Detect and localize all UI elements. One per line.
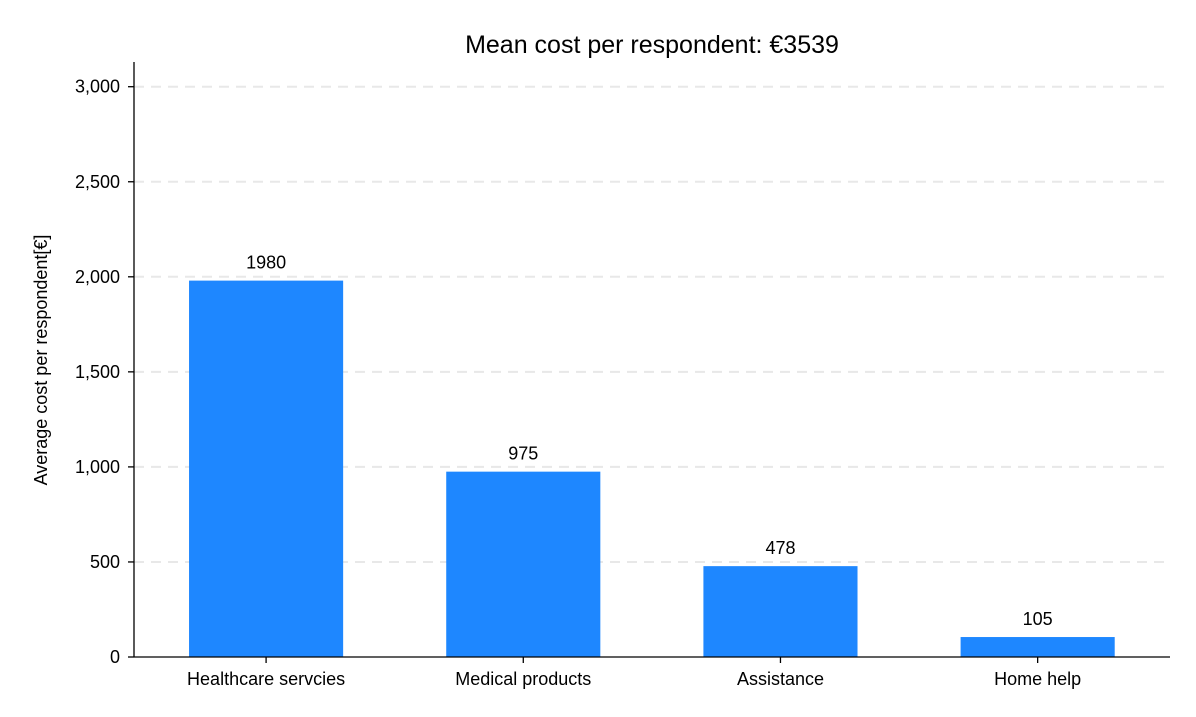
bar-value-labels: 1980 975 478 105 — [246, 253, 1053, 629]
x-category-label: Healthcare servcies — [187, 669, 345, 689]
y-tick-label: 2,000 — [75, 267, 120, 287]
x-axis-category-labels: Healthcare servcies Medical products Assis… — [187, 657, 1081, 689]
chart-title: Mean cost per respondent: €3539 — [465, 31, 839, 59]
y-axis-title: Average cost per respondent[€] — [31, 235, 51, 486]
y-tick-label: 0 — [110, 647, 120, 667]
bars — [189, 280, 1115, 657]
y-tick-label: 2,500 — [75, 172, 120, 192]
bar — [703, 566, 858, 657]
axes — [133, 62, 1170, 658]
bar — [189, 280, 344, 657]
bar-value-label: 478 — [765, 538, 795, 558]
y-tick-label: 1,500 — [75, 362, 120, 382]
bar — [960, 637, 1115, 657]
y-tick-label: 3,000 — [75, 77, 120, 97]
bar-value-label: 1980 — [246, 253, 286, 273]
y-tick-label: 1,000 — [75, 457, 120, 477]
bar-value-label: 105 — [1023, 609, 1053, 629]
x-category-label: Medical products — [455, 669, 591, 689]
y-tick-label: 500 — [90, 552, 120, 572]
bar — [446, 471, 601, 657]
x-category-label: Home help — [994, 669, 1081, 689]
y-axis-ticks: 0 500 1,000 1,500 2,000 2,500 3,000 — [75, 77, 134, 667]
bar-value-label: 975 — [508, 444, 538, 464]
x-category-label: Assistance — [737, 669, 824, 689]
